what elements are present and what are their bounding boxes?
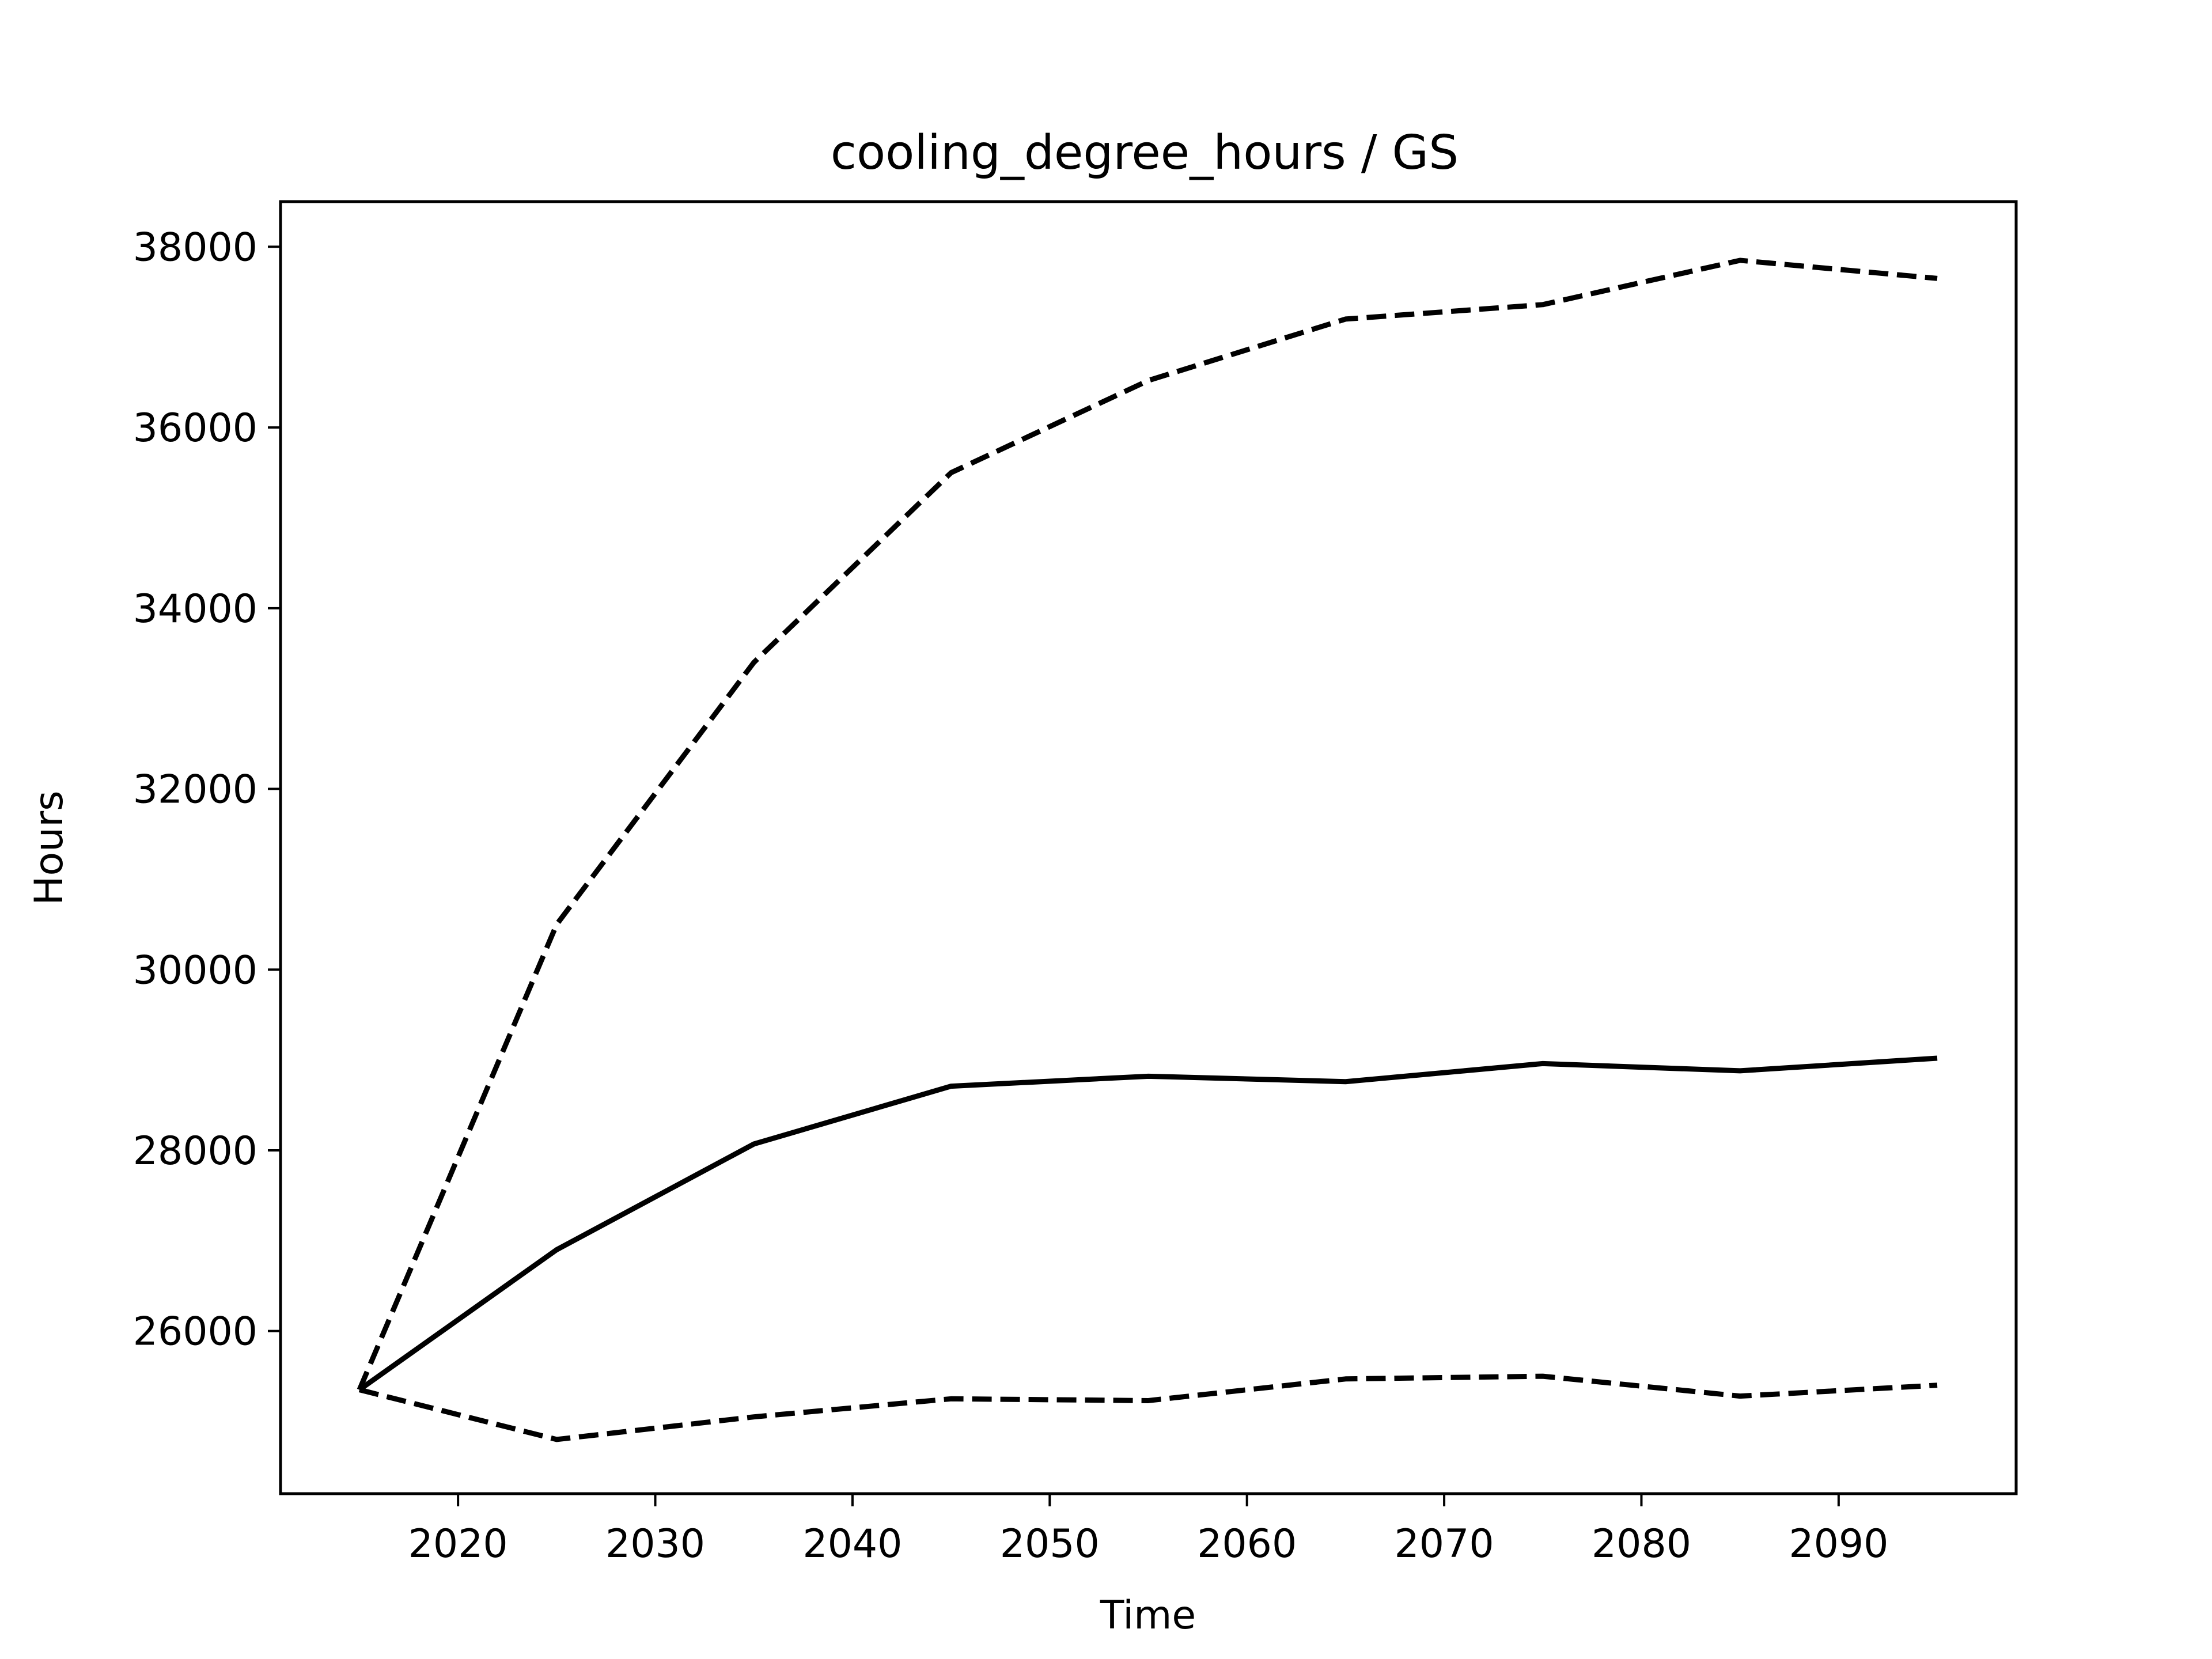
y-axis: 26000 28000 30000 32000 34000 36000 38000 (133, 225, 281, 1355)
lower-dashed-series-line (358, 1373, 1938, 1442)
x-axis: 2020 2030 2040 2050 2060 2070 2080 2090 (408, 1494, 1888, 1567)
x-tick-label: 2020 (408, 1521, 508, 1567)
y-tick-label: 26000 (133, 1309, 257, 1355)
axes-frame (279, 200, 2018, 1495)
x-tick-label: 2050 (1000, 1521, 1100, 1567)
chart-title: cooling_degree_hours / GS (831, 126, 1459, 180)
x-tick-label: 2080 (1592, 1521, 1691, 1567)
x-tick-label: 2040 (802, 1521, 902, 1567)
y-tick-label: 30000 (133, 948, 257, 993)
x-tick-label: 2090 (1789, 1521, 1888, 1567)
x-tick-label: 2070 (1395, 1521, 1494, 1567)
median-series-line (358, 1055, 1938, 1392)
series-group (357, 257, 1938, 1442)
upper-dashed-series-line (357, 257, 1938, 1391)
x-tick-label: 2030 (605, 1521, 705, 1567)
y-tick-label: 32000 (133, 767, 257, 813)
y-tick-label: 38000 (133, 225, 257, 270)
y-tick-label: 36000 (133, 406, 257, 451)
y-tick-label: 34000 (133, 586, 257, 632)
y-axis-label: Hours (26, 790, 72, 905)
x-tick-label: 2060 (1197, 1521, 1297, 1567)
x-axis-label: Time (1100, 1593, 1196, 1638)
y-tick-label: 28000 (133, 1128, 257, 1174)
